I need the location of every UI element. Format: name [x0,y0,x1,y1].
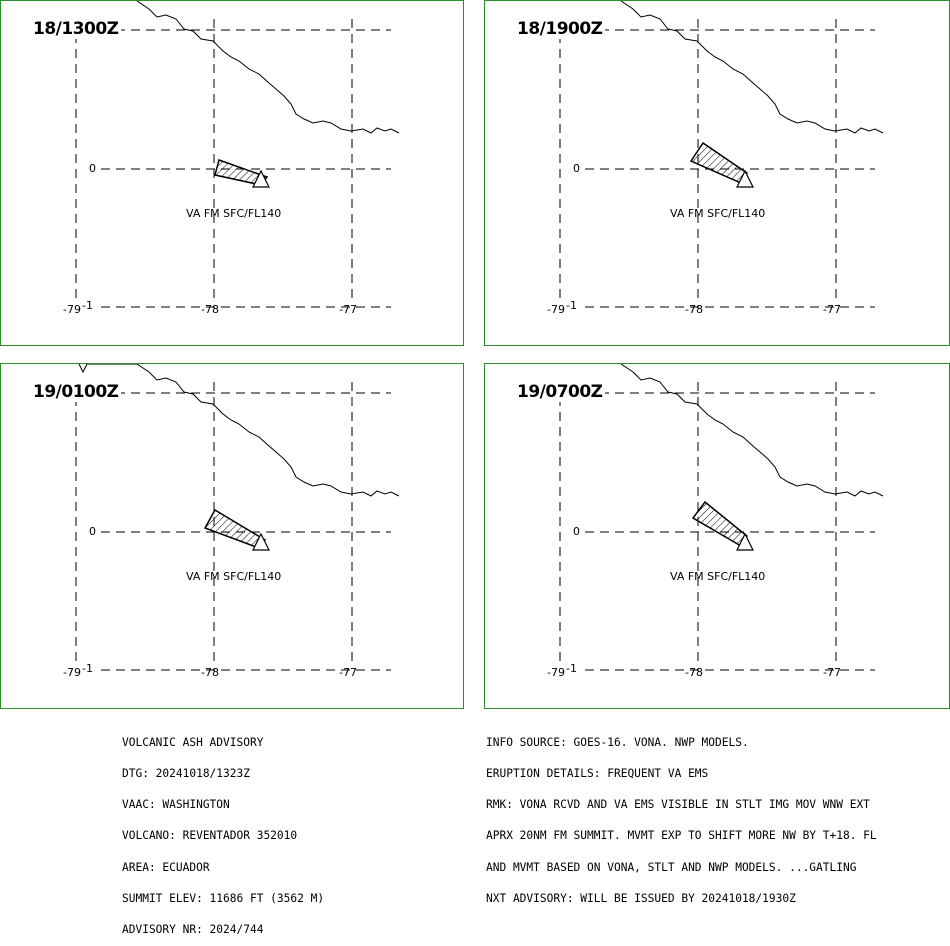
advisory-remarks-text: INFO SOURCE: GOES-16. VONA. NWP MODELS. … [486,717,877,915]
advisory-line: INFO SOURCE: GOES-16. VONA. NWP MODELS. [486,735,749,749]
panel-valid-time: 19/0100Z [31,382,121,402]
coastline [136,1,400,134]
lon-label-east: -77 [823,303,841,316]
advisory-line: APRX 20NM FM SUMMIT. MVMT EXP TO SHIFT M… [486,829,877,843]
flight-level-label: VA FM SFC/FL140 [186,570,282,583]
corner-lat-label: -1 [566,299,577,312]
advisory-header-text: VOLCANIC ASH ADVISORY DTG: 20241018/1323… [122,717,324,946]
map-canvas [559,364,884,671]
advisory-line: AREA: ECUADOR [122,860,210,874]
advisory-line: RMK: VONA RCVD AND VA EMS VISIBLE IN STL… [486,798,870,812]
coastline [78,364,400,497]
ash-plume [203,508,267,549]
flight-level-label: VA FM SFC/FL140 [186,207,282,220]
lat-label: 0 [573,525,580,538]
panel-valid-time: 18/1900Z [515,19,605,39]
corner-lat-label: -1 [82,662,93,675]
corner-lat-label: -1 [566,662,577,675]
lon-label-center: -78 [201,666,219,679]
map-panel-2: 18/1900Z VA FM SFC/FL140 0 -79 -1 -78 -7… [484,0,950,346]
volcano-triangle-icon [736,532,754,551]
lon-label-west: -79 [547,303,565,316]
map-canvas [75,364,400,671]
lon-label-east: -77 [339,303,357,316]
grid-lines [559,382,875,671]
map-panel-4: 19/0700Z VA FM SFC/FL140 0 -79 -1 -78 -7… [484,363,950,709]
lat-label: 0 [573,162,580,175]
map-panel-3: 19/0100Z VA FM SFC/FL140 0 -79 -1 -78 -7… [0,363,464,709]
volcano-triangle-icon [252,532,270,551]
lat-label: 0 [89,162,96,175]
advisory-line: ADVISORY NR: 2024/744 [122,923,264,937]
coastline [620,1,884,134]
lon-label-center: -78 [685,666,703,679]
lon-label-center: -78 [685,303,703,316]
lon-label-west: -79 [63,303,81,316]
advisory-line: VOLCANIC ASH ADVISORY [122,735,264,749]
map-panel-1: 18/1300Z VA FM SFC/FL140 0 -79 -1 -78 -7… [0,0,464,346]
lon-label-east: -77 [823,666,841,679]
map-canvas [559,1,884,308]
advisory-line: VAAC: WASHINGTON [122,798,230,812]
advisory-line: VOLCANO: REVENTADOR 352010 [122,829,298,843]
coastline [620,364,884,497]
map-canvas [75,1,400,308]
lon-label-west: -79 [63,666,81,679]
lon-label-west: -79 [547,666,565,679]
panel-valid-time: 18/1300Z [31,19,121,39]
ash-plume [691,500,748,548]
grid-lines [75,382,391,671]
advisory-line: DTG: 20241018/1323Z [122,767,250,781]
advisory-line: AND MVMT BASED ON VONA, STLT AND NWP MOD… [486,860,857,874]
advisory-line: ERUPTION DETAILS: FREQUENT VA EMS [486,767,709,781]
corner-lat-label: -1 [82,299,93,312]
panel-valid-time: 19/0700Z [515,382,605,402]
flight-level-label: VA FM SFC/FL140 [670,570,766,583]
flight-level-label: VA FM SFC/FL140 [670,207,766,220]
grid-lines [75,19,391,308]
lat-label: 0 [89,525,96,538]
lon-label-center: -78 [201,303,219,316]
advisory-line: NXT ADVISORY: WILL BE ISSUED BY 20241018… [486,891,796,905]
ash-plume [689,141,749,184]
volcano-triangle-icon [252,169,270,188]
lon-label-east: -77 [339,666,357,679]
volcano-triangle-icon [736,169,754,188]
advisory-line: SUMMIT ELEV: 11686 FT (3562 M) [122,891,325,905]
